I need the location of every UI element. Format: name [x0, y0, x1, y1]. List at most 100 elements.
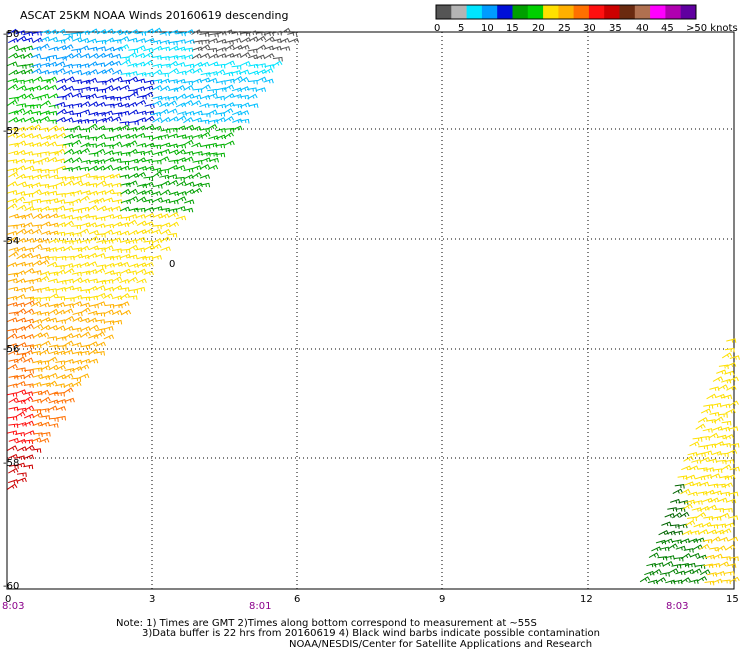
wind-barb: [104, 213, 115, 219]
wind-barb: [88, 230, 100, 235]
wind-barb: [7, 167, 18, 173]
wind-barb: [46, 61, 58, 67]
wind-barb: [95, 247, 106, 253]
wind-barb: [39, 421, 51, 427]
wind-barb: [136, 278, 147, 284]
wind-barb: [71, 224, 81, 230]
wind-barb: [47, 29, 58, 35]
wind-barb: [160, 63, 171, 69]
wind-barb: [657, 556, 668, 561]
wind-barb: [54, 302, 66, 307]
wind-barb: [16, 85, 27, 91]
wind-barb: [708, 497, 720, 503]
wind-barb: [15, 140, 27, 146]
wind-barb: [8, 52, 19, 59]
wind-barb: [79, 245, 90, 252]
wind-barb: [168, 212, 179, 218]
legend-label-40: 40: [636, 23, 649, 34]
wind-barb: [8, 110, 19, 115]
wind-barb: [143, 85, 154, 91]
wind-barb: [135, 150, 146, 156]
wind-barb: [718, 452, 729, 458]
wind-barb: [64, 268, 75, 275]
wind-barb: [102, 110, 114, 116]
wind-barb: [88, 53, 100, 59]
wind-barb: [127, 62, 138, 68]
wind-barb: [7, 230, 18, 236]
wind-barb: [40, 365, 51, 371]
wind-barb: [23, 133, 34, 138]
wind-barb: [128, 229, 139, 236]
wind-barb: [191, 100, 202, 107]
wind-barb: [112, 319, 123, 325]
wind-barb: [192, 46, 203, 52]
wind-barb: [136, 196, 147, 203]
wind-barb: [724, 459, 735, 464]
wind-barb: [168, 159, 179, 165]
wind-barb: [40, 324, 51, 331]
wind-barb: [104, 303, 115, 309]
wind-barb: [40, 296, 51, 302]
wind-barb: [47, 54, 58, 60]
wind-barb: [22, 391, 34, 396]
wind-barb: [24, 165, 35, 171]
wind-barb: [729, 576, 740, 583]
wind-barb: [96, 279, 107, 285]
wind-barb: [200, 84, 211, 91]
wind-barb: [167, 95, 178, 101]
wind-barb: [143, 221, 154, 227]
wind-barb: [721, 394, 733, 400]
wind-barb: [152, 95, 163, 101]
wind-barb: [696, 576, 708, 582]
wind-barb: [54, 61, 66, 67]
wind-barb: [6, 328, 18, 333]
wind-barb: [199, 61, 210, 67]
wind-barb: [151, 39, 162, 45]
wind-barb: [207, 103, 218, 109]
wind-barb: [8, 479, 19, 484]
wind-barb: [207, 152, 218, 158]
wind-barb: [64, 232, 75, 237]
legend-swatch: [558, 5, 575, 19]
wind-barb: [111, 158, 122, 163]
wind-barb: [135, 52, 146, 58]
wind-barb: [192, 160, 203, 165]
wind-barb: [199, 44, 211, 51]
wind-barb: [16, 228, 27, 235]
wind-barb: [159, 56, 170, 61]
lon-label-6: 6: [294, 594, 300, 605]
wind-barb: [724, 370, 735, 376]
wind-barb: [39, 151, 50, 156]
wind-barb: [135, 125, 147, 131]
wind-barb: [208, 53, 219, 59]
wind-barb: [24, 300, 35, 306]
wind-barb: [96, 264, 107, 269]
wind-barb: [16, 422, 27, 427]
wind-barb: [8, 468, 19, 474]
wind-barb: [710, 536, 721, 543]
wind-barb: [56, 398, 67, 404]
wind-barb: [208, 135, 219, 141]
wind-barb: [71, 157, 83, 164]
wind-barb: [86, 38, 98, 44]
wind-barb: [672, 512, 683, 519]
wind-barb: [95, 312, 106, 317]
wind-barb: [54, 126, 66, 132]
wind-barb: [167, 232, 178, 238]
wind-barb: [70, 125, 82, 131]
wind-barb: [23, 285, 35, 291]
wind-barb: [55, 199, 66, 204]
wind-barb: [32, 359, 43, 365]
wind-barb: [23, 93, 35, 100]
wind-barb: [23, 308, 35, 315]
wind-barb: [126, 213, 138, 219]
wind-barb: [71, 112, 82, 118]
wind-barb: [112, 285, 123, 291]
wind-barb: [24, 159, 35, 165]
wind-barb: [271, 30, 282, 36]
wind-barb: [79, 238, 91, 244]
wind-barb: [55, 360, 66, 365]
wind-barb: [96, 239, 107, 245]
wind-barb: [136, 31, 147, 36]
wind-barb: [695, 512, 707, 519]
